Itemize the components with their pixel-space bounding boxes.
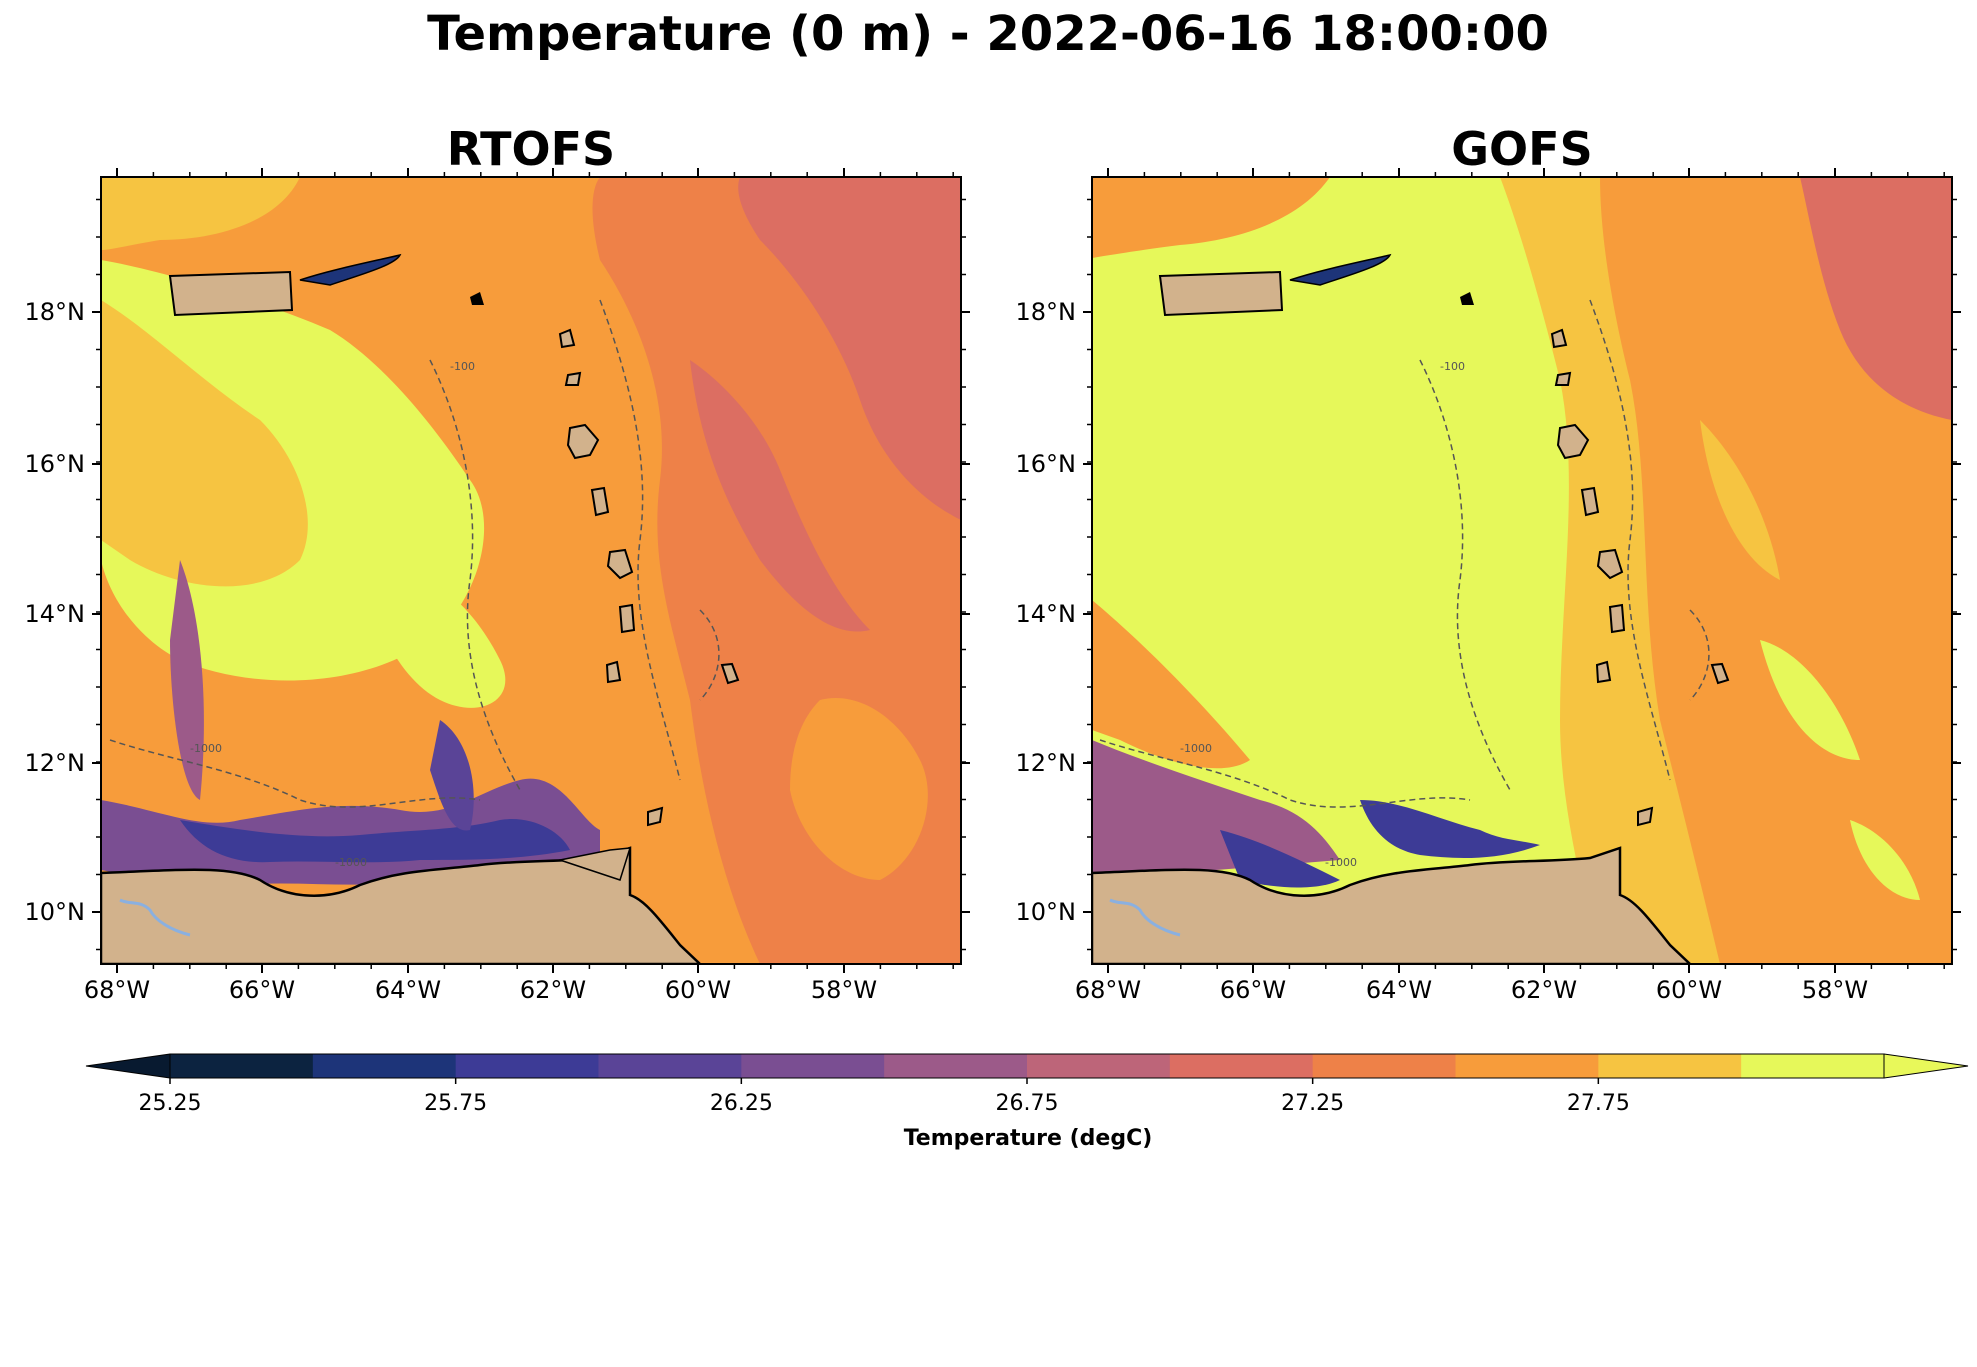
contour-label: -1000 <box>1325 856 1357 869</box>
temperature-field: -100 -1000 -1000 <box>101 177 961 964</box>
lat-tick-label: 12°N <box>1016 749 1077 777</box>
colorbar-segment <box>1455 1054 1599 1078</box>
lon-tick-label: 60°W <box>665 976 731 1004</box>
lat-tick-label: 12°N <box>25 749 86 777</box>
colorbar-tick-label: 27.25 <box>1281 1091 1344 1116</box>
colorbar-segment <box>1169 1054 1314 1078</box>
lat-tick-label: 16°N <box>25 450 86 478</box>
colorbar-segment <box>455 1054 599 1078</box>
lat-tick-label: 10°N <box>1016 898 1077 926</box>
lon-tick-label: 62°W <box>520 976 586 1004</box>
colorbar: 25.25 25.75 26.25 26.75 27.25 27.75 Temperatu… <box>85 1053 1969 1151</box>
temperature-field: -100 -1000 -1000 <box>1092 177 1952 964</box>
map-frame <box>100 176 962 965</box>
contour-label: -100 <box>1440 360 1465 373</box>
lat-tick-label: 10°N <box>25 898 86 926</box>
colorbar-tick-label: 27.75 <box>1567 1091 1630 1116</box>
lon-tick-label: 58°W <box>1802 976 1868 1004</box>
lat-tick-label: 14°N <box>1016 600 1077 628</box>
lon-tick-label: 58°W <box>811 976 877 1004</box>
colorbar-tick-label: 25.75 <box>424 1091 487 1116</box>
colorbar-segment <box>598 1054 742 1078</box>
colorbar-segment <box>741 1054 885 1078</box>
colorbar-segment <box>170 1054 314 1078</box>
panel-title: GOFS <box>1451 122 1592 176</box>
colorbar-tick-label: 26.25 <box>710 1091 773 1116</box>
panel-title: RTOFS <box>447 122 615 176</box>
lon-tick-label: 62°W <box>1511 976 1577 1004</box>
colorbar-segment <box>1741 1054 1885 1078</box>
map-frame <box>1091 176 1953 965</box>
puerto-rico <box>168 270 294 317</box>
colorbar-segment <box>1027 1054 1171 1078</box>
colorbar-segment <box>1598 1054 1742 1078</box>
lat-tick-label: 16°N <box>1016 450 1077 478</box>
lon-tick-label: 68°W <box>1075 976 1141 1004</box>
south-america-land <box>101 846 702 964</box>
contour-label: -1000 <box>335 856 367 869</box>
lat-tick-label: 18°N <box>25 298 86 326</box>
axis-ticks: 68°W 66°W 64°W 62°W 60°W 58°W 18°N 16°N 14°N 12°N… <box>25 168 1961 1004</box>
colorbar-tick-label: 26.75 <box>996 1091 1059 1116</box>
colorbar-segment <box>884 1054 1028 1078</box>
contour-label: -1000 <box>190 742 222 755</box>
colorbar-under-arrow <box>86 1054 170 1078</box>
lon-tick-label: 64°W <box>375 976 441 1004</box>
colorbar-tick-label: 25.25 <box>139 1091 202 1116</box>
lon-tick-label: 60°W <box>1656 976 1722 1004</box>
colorbar-label: Temperature (degC) <box>904 1126 1153 1151</box>
colorbar-segment <box>1312 1054 1456 1078</box>
contour-label: -1000 <box>1180 742 1212 755</box>
lat-tick-label: 18°N <box>1016 298 1077 326</box>
lon-tick-label: 66°W <box>229 976 295 1004</box>
panel-rtofs: RTOFS <box>100 122 962 965</box>
lon-tick-label: 68°W <box>84 976 150 1004</box>
lon-tick-label: 66°W <box>1220 976 1286 1004</box>
colorbar-over-arrow <box>1884 1054 1968 1078</box>
colorbar-segment <box>312 1054 457 1078</box>
lat-tick-label: 14°N <box>25 600 86 628</box>
lon-tick-label: 64°W <box>1366 976 1432 1004</box>
figure-title: Temperature (0 m) - 2022-06-16 18:00:00 <box>427 6 1549 62</box>
panel-gofs: GOFS <box>1091 122 1953 965</box>
contour-label: -100 <box>450 360 475 373</box>
